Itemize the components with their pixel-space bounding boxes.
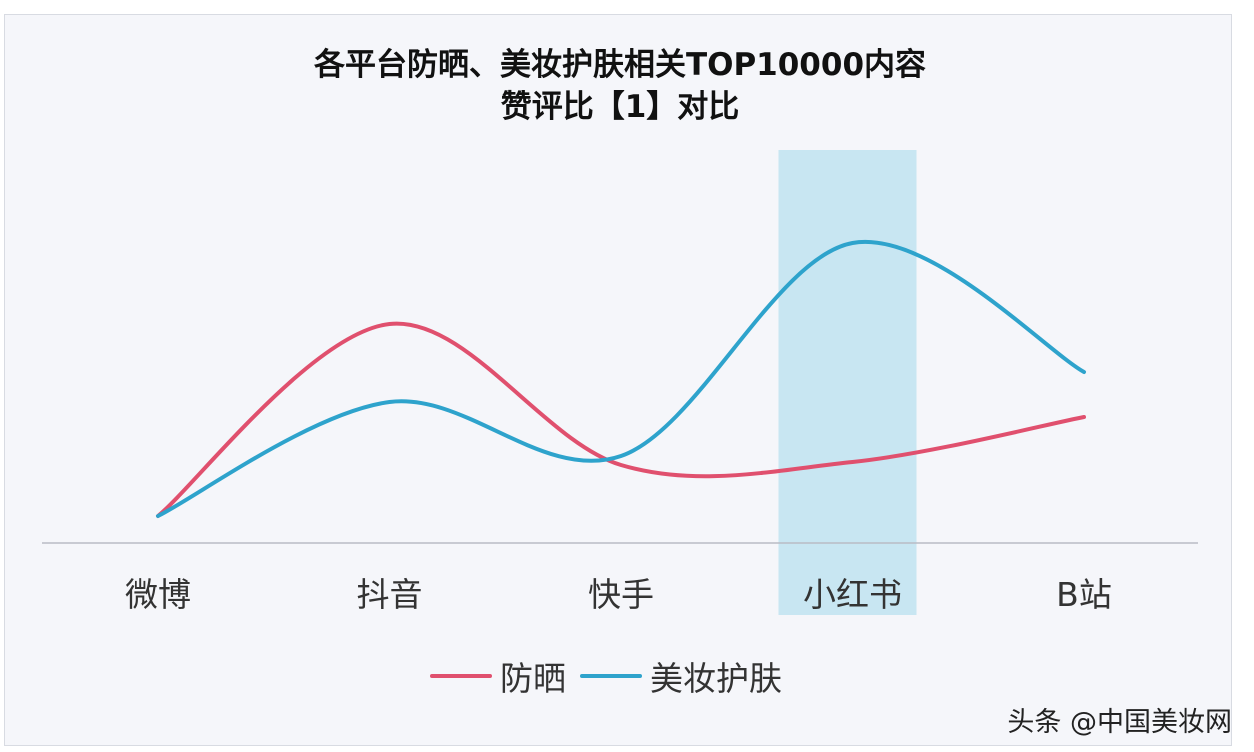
chart-title: 各平台防晒、美妆护肤相关TOP10000内容 <box>313 47 927 83</box>
x-tick-label: B站 <box>1056 575 1112 614</box>
series-line-1 <box>156 239 1086 518</box>
legend-swatch-sunscreen <box>430 674 492 678</box>
watermark: 头条 @中国美妆网 <box>1007 707 1232 738</box>
series-line-0 <box>156 321 1086 518</box>
x-tick-label: 抖音 <box>356 575 423 614</box>
chart-subtitle: 赞评比【1】对比 <box>500 89 740 125</box>
legend-swatch-skincare <box>580 674 642 678</box>
x-tick-label: 小红书 <box>803 575 902 614</box>
x-tick-label: 快手 <box>588 575 654 614</box>
highlight-band <box>778 150 917 615</box>
x-tick-label: 微博 <box>125 575 191 614</box>
chart-panel <box>4 14 1232 746</box>
legend: 防晒 美妆护肤 <box>430 652 782 700</box>
legend-label-sunscreen: 防晒 <box>500 659 566 698</box>
legend-label-skincare: 美妆护肤 <box>650 659 782 698</box>
